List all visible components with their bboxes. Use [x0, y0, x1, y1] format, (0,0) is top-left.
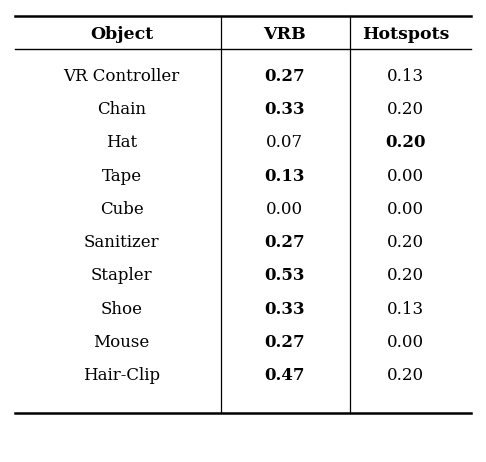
- Text: Shoe: Shoe: [101, 301, 142, 317]
- Text: 0.00: 0.00: [266, 201, 303, 218]
- Text: 0.33: 0.33: [264, 301, 305, 317]
- Text: Object: Object: [90, 26, 153, 43]
- Text: 0.00: 0.00: [387, 201, 424, 218]
- Text: 0.13: 0.13: [264, 168, 305, 184]
- Text: Chain: Chain: [97, 101, 146, 118]
- Text: VRB: VRB: [263, 26, 306, 43]
- Text: Sanitizer: Sanitizer: [84, 234, 159, 251]
- Text: 0.20: 0.20: [387, 101, 424, 118]
- Text: Cube: Cube: [100, 201, 143, 218]
- Text: Stapler: Stapler: [91, 267, 152, 284]
- Text: 0.20: 0.20: [387, 234, 424, 251]
- Text: 0.00: 0.00: [387, 168, 424, 184]
- Text: 0.33: 0.33: [264, 101, 305, 118]
- Text: 0.20: 0.20: [385, 134, 426, 151]
- Text: Tape: Tape: [102, 168, 141, 184]
- Text: 0.27: 0.27: [264, 234, 305, 251]
- Text: Hair-Clip: Hair-Clip: [83, 367, 160, 384]
- Text: 0.20: 0.20: [387, 267, 424, 284]
- Text: Hotspots: Hotspots: [362, 26, 450, 43]
- Text: 0.13: 0.13: [387, 68, 424, 85]
- Text: 0.07: 0.07: [266, 134, 303, 151]
- Text: Hat: Hat: [106, 134, 137, 151]
- Text: 0.00: 0.00: [387, 334, 424, 351]
- Text: 0.47: 0.47: [264, 367, 305, 384]
- Text: 0.53: 0.53: [264, 267, 305, 284]
- Text: 0.13: 0.13: [387, 301, 424, 317]
- Text: 0.27: 0.27: [264, 68, 305, 85]
- Text: Mouse: Mouse: [93, 334, 150, 351]
- Text: 0.20: 0.20: [387, 367, 424, 384]
- Text: 0.27: 0.27: [264, 334, 305, 351]
- Text: VR Controller: VR Controller: [63, 68, 180, 85]
